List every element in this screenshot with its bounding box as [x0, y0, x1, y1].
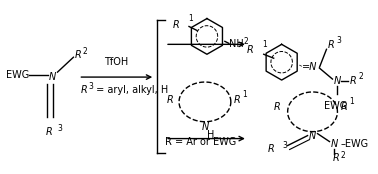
Text: R: R	[274, 102, 280, 112]
Text: = aryl, alkyl, H: = aryl, alkyl, H	[93, 85, 169, 95]
Text: 1: 1	[188, 14, 193, 23]
Text: N: N	[309, 131, 316, 141]
Text: TfOH: TfOH	[104, 57, 129, 67]
Text: 2: 2	[341, 151, 345, 160]
Text: R: R	[81, 85, 87, 95]
Text: R: R	[74, 50, 81, 60]
Text: =N: =N	[302, 62, 317, 72]
Text: 2: 2	[358, 72, 363, 81]
Text: 3: 3	[336, 36, 341, 45]
Text: R = Ar or EWG: R = Ar or EWG	[165, 137, 236, 147]
Text: EWG: EWG	[6, 70, 29, 80]
Text: 2: 2	[82, 47, 87, 56]
Text: 1: 1	[349, 97, 354, 106]
Text: 1: 1	[262, 40, 266, 49]
Text: R: R	[349, 76, 356, 86]
Text: 3: 3	[283, 141, 288, 150]
Text: 2: 2	[244, 37, 249, 46]
Text: 1: 1	[242, 90, 246, 99]
Text: R: R	[234, 95, 240, 105]
Text: NH: NH	[229, 39, 243, 49]
Text: R: R	[268, 144, 275, 155]
Text: N: N	[49, 72, 56, 82]
Text: 3: 3	[57, 124, 62, 133]
Text: R: R	[341, 102, 347, 112]
Text: R: R	[247, 45, 254, 55]
Text: R: R	[166, 95, 173, 105]
Text: N: N	[333, 76, 341, 86]
Text: 3: 3	[88, 82, 93, 91]
Text: R: R	[333, 153, 339, 163]
Text: R: R	[327, 40, 334, 50]
Text: –EWG: –EWG	[341, 139, 369, 149]
Text: H: H	[207, 130, 215, 140]
Text: R: R	[46, 127, 53, 137]
Text: N: N	[330, 139, 338, 149]
Text: R: R	[172, 19, 179, 30]
Text: N: N	[201, 122, 209, 132]
Text: EWG: EWG	[324, 101, 347, 111]
